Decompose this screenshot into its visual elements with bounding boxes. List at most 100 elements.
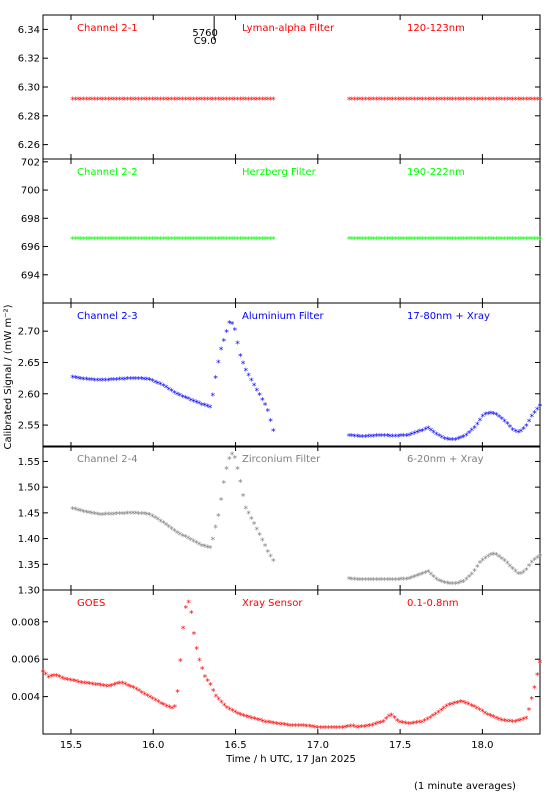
data-point: * [488, 96, 493, 106]
data-point: * [315, 724, 320, 734]
panel-1: 6.26 6.28 6.30 6.32 6.34 Channel 2-1 Lyman-alp… [18, 14, 543, 160]
data-point: * [535, 96, 540, 106]
data-point: * [119, 376, 124, 386]
data-point: * [381, 718, 386, 728]
data-point: * [385, 577, 390, 587]
data-point: * [521, 569, 526, 579]
data-point: * [526, 418, 531, 428]
data-point: * [342, 724, 347, 734]
data-point: * [70, 96, 75, 106]
data-point: * [202, 673, 207, 683]
data-point: * [529, 235, 534, 245]
data-point: * [75, 507, 80, 517]
data-point: * [185, 396, 190, 406]
data-point: * [161, 519, 166, 529]
data-point: * [466, 701, 471, 711]
data-point: * [238, 235, 243, 245]
panel-frame [42, 589, 541, 735]
panel-4: 1.30 1.35 1.40 1.45 1.50 1.55 Channel 2-4 Zirco… [18, 445, 543, 597]
data-point: * [524, 96, 529, 106]
data-point: * [84, 235, 89, 245]
data-point: * [494, 411, 499, 421]
y-tick-label: 702 [21, 157, 40, 168]
data-point: * [386, 713, 391, 723]
data-point: * [472, 96, 477, 106]
data-point: * [507, 718, 512, 728]
data-point: * [158, 235, 163, 245]
data-point: * [166, 96, 171, 106]
x-tick-label: 16.0 [142, 740, 164, 751]
data-point: * [183, 96, 188, 106]
data-point: * [150, 235, 155, 245]
data-point: * [86, 235, 91, 245]
data-point: * [375, 720, 380, 730]
data-point: * [453, 581, 458, 591]
data-point: * [409, 96, 414, 106]
data-point: * [515, 718, 520, 728]
data-point: * [398, 96, 403, 106]
data-point: * [122, 235, 127, 245]
data-point: * [84, 96, 89, 106]
data-point: * [243, 713, 248, 723]
data-point: * [464, 432, 469, 442]
data-point: * [218, 496, 223, 506]
data-point: * [480, 413, 485, 423]
event-marker: 5760 C9.0 [192, 16, 218, 47]
data-point: * [224, 466, 229, 476]
data-point: * [427, 714, 432, 724]
data-point: * [262, 401, 267, 411]
data-point: * [235, 340, 240, 350]
data-point: * [521, 716, 526, 726]
y-tick-label: 1.50 [18, 483, 40, 494]
data-point: * [475, 96, 480, 106]
data-point: * [79, 679, 84, 689]
data-point: * [513, 718, 518, 728]
data-point: * [453, 235, 458, 245]
data-point: * [158, 381, 163, 391]
data-point: * [460, 699, 465, 709]
data-point: * [158, 700, 163, 710]
data-point: * [409, 235, 414, 245]
data-point: * [238, 352, 243, 362]
data-point: * [191, 235, 196, 245]
data-point: * [499, 96, 504, 106]
data-point: * [246, 235, 251, 245]
data-point: * [125, 682, 130, 692]
data-point: * [398, 235, 403, 245]
data-point: * [76, 679, 81, 689]
data-point: * [535, 235, 540, 245]
data-point: * [101, 683, 106, 693]
data-point: * [363, 577, 368, 587]
data-point: * [405, 720, 410, 730]
data-point: * [499, 416, 504, 426]
data-point: * [152, 235, 157, 245]
data-point: * [114, 376, 119, 386]
data-point: * [196, 96, 201, 106]
data-point: * [139, 96, 144, 106]
data-point: * [128, 510, 133, 520]
data-point: * [420, 235, 425, 245]
data-point: * [268, 553, 273, 563]
data-point: * [365, 96, 370, 106]
data-point: * [166, 235, 171, 245]
data-point: * [180, 235, 185, 245]
data-point: * [376, 235, 381, 245]
data-point: * [243, 367, 248, 377]
data-point: * [271, 720, 276, 730]
y-tick-label: 1.55 [18, 457, 40, 468]
y-tick-label: 6.34 [18, 25, 40, 36]
data-point: * [409, 574, 414, 584]
data-point: * [213, 96, 218, 106]
data-point: * [163, 96, 168, 106]
data-point: * [95, 235, 100, 245]
data-point: * [355, 235, 360, 245]
data-point: * [111, 96, 116, 106]
data-point: * [229, 451, 234, 461]
data-point: * [518, 717, 523, 727]
data-point: * [494, 235, 499, 245]
data-point: * [535, 406, 540, 416]
data-point: * [271, 96, 276, 106]
data-point: * [205, 235, 210, 245]
data-point: * [518, 428, 523, 438]
data-point: * [150, 696, 155, 706]
